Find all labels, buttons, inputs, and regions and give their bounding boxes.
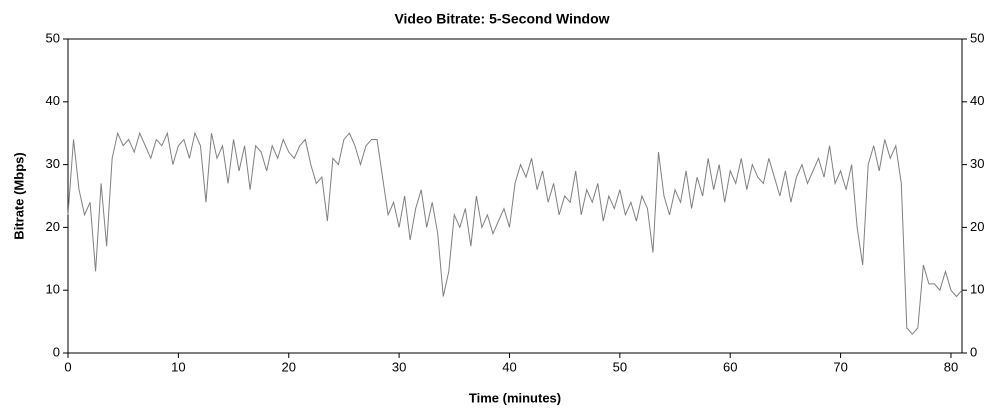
x-tick-label: 10 [171, 359, 185, 374]
y-tick-label: 10 [46, 282, 60, 297]
y2-tick-label: 10 [970, 282, 984, 297]
plot-frame [67, 38, 963, 354]
y-tick-label: 50 [46, 30, 60, 45]
y-axis-label: Bitrate (Mbps) [11, 152, 26, 239]
y-tick-label: 40 [46, 93, 60, 108]
y2-tick-label: 20 [970, 219, 984, 234]
y-tick-label: 20 [46, 219, 60, 234]
chart-title: Video Bitrate: 5-Second Window [394, 11, 609, 27]
y2-tick-label: 30 [970, 156, 984, 171]
y2-tick-label: 0 [970, 344, 977, 359]
x-tick-label: 20 [282, 359, 296, 374]
y-tick-label: 0 [53, 344, 60, 359]
data-line [67, 131, 963, 335]
x-axis-label: Time (minutes) [469, 390, 561, 405]
x-tick-label: 80 [944, 359, 958, 374]
x-tick-label: 70 [833, 359, 847, 374]
x-tick-label: 60 [723, 359, 737, 374]
y-tick-label: 30 [46, 156, 60, 171]
x-tick-label: 30 [392, 359, 406, 374]
y2-tick-label: 40 [970, 93, 984, 108]
x-tick-label: 50 [613, 359, 627, 374]
y2-tick-label: 50 [970, 30, 984, 45]
x-tick-label: 40 [502, 359, 516, 374]
x-tick-label: 0 [64, 359, 71, 374]
